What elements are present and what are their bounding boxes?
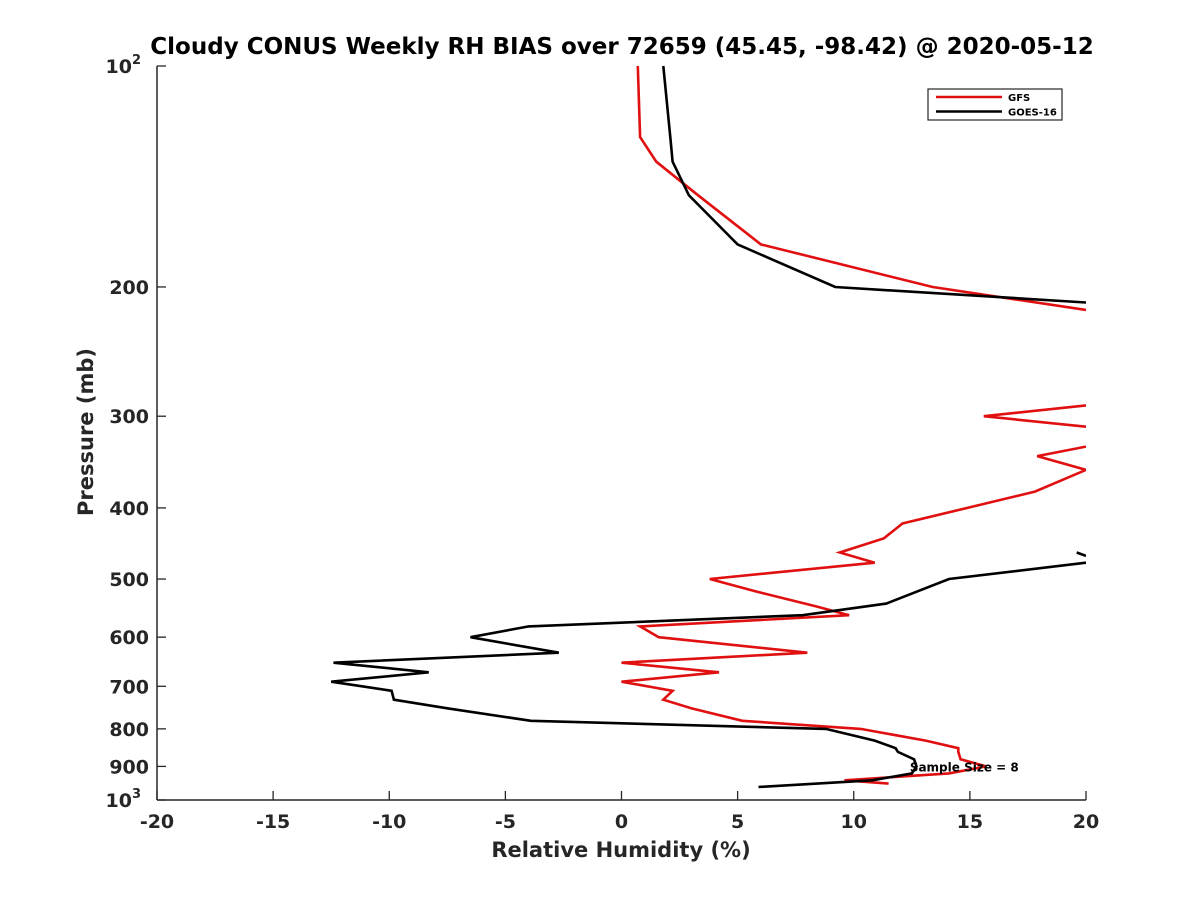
x-tick-label: -20 <box>140 811 174 833</box>
x-axis: -20 -15 -10 -5 0 5 10 15 20 <box>140 791 1099 833</box>
y-tick-label: 500 <box>109 569 149 591</box>
x-axis-label: Relative Humidity (%) <box>491 838 750 862</box>
legend-label: GOES-16 <box>1008 108 1057 119</box>
y-axis: 102 200 300 400 500 600 700 800 900 103 <box>106 53 166 812</box>
legend-box <box>927 88 1063 121</box>
x-tick-label: 10 <box>841 811 867 833</box>
y-tick-label: 800 <box>109 719 149 741</box>
x-tick-label: 5 <box>731 811 744 833</box>
y-tick-label: 700 <box>109 676 149 698</box>
series-line-gfs <box>621 65 1086 785</box>
y-tick-label: 600 <box>109 627 149 649</box>
y-tick-label: 102 <box>106 53 142 78</box>
x-tick-label: -15 <box>256 811 290 833</box>
y-tick-label: 400 <box>109 498 149 520</box>
plot-lines <box>331 65 1086 789</box>
x-tick-label: 20 <box>1073 811 1099 833</box>
y-tick-label: 200 <box>109 277 149 299</box>
y-tick-label: 300 <box>109 406 149 428</box>
sample-size-annotation: Sample Size = 8 <box>910 760 1019 774</box>
chart-title: Cloudy CONUS Weekly RH BIAS over 72659 (… <box>150 34 1093 60</box>
legend-label: GFS <box>1008 93 1030 104</box>
x-tick-label: -10 <box>372 811 406 833</box>
legend: GFS GOES-16 <box>927 88 1063 121</box>
y-tick-label: 103 <box>106 787 142 812</box>
x-tick-label: -5 <box>495 811 516 833</box>
x-tick-label: 0 <box>615 811 628 833</box>
y-axis-label: Pressure (mb) <box>74 348 98 516</box>
series-line-goes-16 <box>331 65 1086 789</box>
y-tick-label: 900 <box>109 756 149 778</box>
x-tick-label: 15 <box>957 811 983 833</box>
